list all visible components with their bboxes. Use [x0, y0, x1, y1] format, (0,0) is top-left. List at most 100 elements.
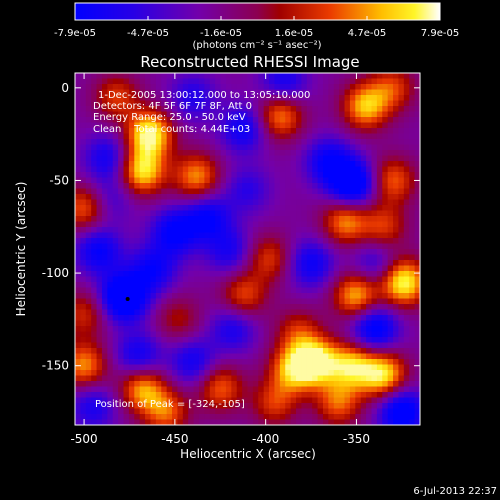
heatmap-cell [150, 265, 157, 272]
heatmap-cell [118, 260, 125, 267]
heatmap-cell [80, 150, 87, 157]
heatmap-cell [333, 309, 340, 316]
heatmap-cell [75, 210, 81, 217]
heatmap-cell [209, 172, 216, 179]
heatmap-cell [360, 419, 367, 425]
heatmap-cell [188, 271, 195, 278]
heatmap-cell [269, 386, 276, 393]
heatmap-cell [225, 403, 232, 410]
y-axis-label: Heliocentric Y (arcsec) [14, 182, 28, 317]
heatmap-cell [220, 315, 227, 322]
heatmap-cell [236, 392, 243, 399]
heatmap-cell [376, 161, 383, 168]
heatmap-cell [414, 227, 420, 234]
heatmap-cell [296, 276, 303, 283]
heatmap-cell [166, 221, 173, 228]
heatmap-cell [269, 375, 276, 382]
heatmap-cell [101, 381, 108, 388]
heatmap-cell [296, 386, 303, 393]
heatmap-cell [150, 342, 157, 349]
heatmap-cell [409, 172, 416, 179]
heatmap-cell [247, 177, 254, 184]
heatmap-cell [123, 419, 130, 425]
heatmap-cell [355, 210, 362, 217]
heatmap-cell [301, 276, 308, 283]
heatmap-cell [285, 348, 292, 355]
heatmap-cell [80, 199, 87, 206]
heatmap-cell [188, 337, 195, 344]
heatmap-cell [177, 78, 184, 85]
heatmap-cell [366, 419, 373, 425]
heatmap-cell [279, 161, 286, 168]
heatmap-cell [118, 282, 125, 289]
heatmap-cell [360, 315, 367, 322]
heatmap-cell [349, 139, 356, 146]
heatmap-cell [274, 249, 281, 256]
heatmap-cell [290, 205, 297, 212]
heatmap-cell [198, 128, 205, 135]
annotations: 1-Dec-2005 13:00:12.000 to 13:05:10.000 … [93, 90, 310, 410]
heatmap-cell [279, 386, 286, 393]
heatmap-cell [414, 414, 420, 421]
heatmap-cell [263, 161, 270, 168]
heatmap-cell [242, 227, 249, 234]
heatmap-cell [123, 337, 130, 344]
heatmap-cell [91, 128, 98, 135]
heatmap-cell [155, 331, 162, 338]
heatmap-cell [393, 397, 400, 404]
heatmap-cell [242, 320, 249, 327]
heatmap-cell [118, 210, 125, 217]
heatmap-cell [128, 122, 135, 129]
heatmap-cell [360, 397, 367, 404]
heatmap-cell [85, 227, 92, 234]
heatmap-cell [188, 392, 195, 399]
heatmap-cell [382, 177, 389, 184]
heatmap-cell [279, 188, 286, 195]
heatmap-cell [263, 216, 270, 223]
heatmap-cell [75, 254, 81, 261]
heatmap-cell [328, 155, 335, 162]
heatmap-cell [231, 331, 238, 338]
heatmap-cell [344, 155, 351, 162]
heatmap-cell [360, 199, 367, 206]
heatmap-cell [349, 392, 356, 399]
heatmap-cell [150, 276, 157, 283]
heatmap-cell [317, 172, 324, 179]
heatmap-cell [387, 375, 394, 382]
heatmap-cell [366, 359, 373, 366]
heatmap-cell [134, 265, 141, 272]
heatmap-cell [145, 150, 152, 157]
heatmap-cell [344, 199, 351, 206]
heatmap-cell [193, 408, 200, 415]
heatmap-cell [118, 403, 125, 410]
heatmap-cell [252, 73, 259, 80]
heatmap-cell [172, 106, 179, 113]
heatmap-cell [366, 133, 373, 140]
heatmap-cell [382, 161, 389, 168]
heatmap-cell [150, 320, 157, 327]
heatmap-cell [177, 205, 184, 212]
heatmap-cell [209, 177, 216, 184]
heatmap-cell [182, 227, 189, 234]
heatmap-cell [166, 304, 173, 311]
heatmap-cell [355, 122, 362, 129]
heatmap-cell [355, 128, 362, 135]
heatmap-cell [204, 133, 211, 140]
heatmap-cell [301, 205, 308, 212]
heatmap-cell [123, 282, 130, 289]
heatmap-cell [398, 287, 405, 294]
heatmap-cell [360, 95, 367, 102]
heatmap-cell [118, 177, 125, 184]
heatmap-cell [366, 408, 373, 415]
heatmap-cell [317, 254, 324, 261]
heatmap-cell [161, 276, 168, 283]
heatmap-cell [317, 238, 324, 245]
heatmap-cell [166, 128, 173, 135]
heatmap-cell [285, 397, 292, 404]
heatmap-cell [301, 199, 308, 206]
heatmap-cell [220, 161, 227, 168]
heatmap-cell [242, 243, 249, 250]
heatmap-cell [107, 172, 114, 179]
heatmap-cell [242, 117, 249, 124]
heatmap-cell [393, 210, 400, 217]
